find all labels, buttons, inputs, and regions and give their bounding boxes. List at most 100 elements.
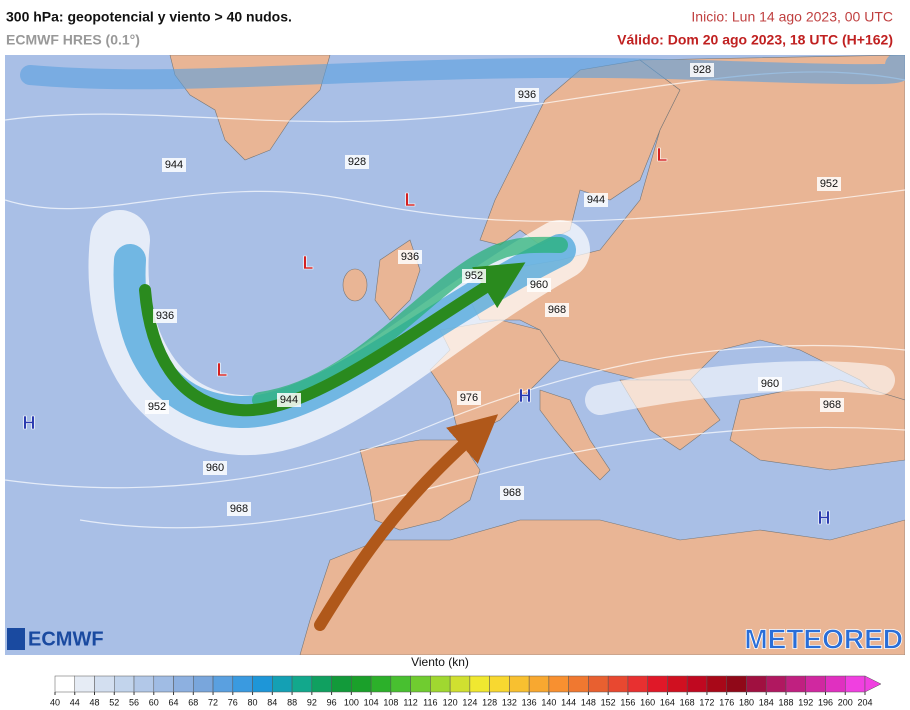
colorbar-tick-label: 152 — [601, 697, 616, 707]
contour-label: 944 — [587, 194, 605, 206]
contour-label-bg — [690, 63, 714, 77]
colorbar-swatch — [410, 675, 431, 693]
contour-label-bg — [153, 309, 177, 323]
colorbar-tick-label: 72 — [208, 697, 218, 707]
contour-label-bg — [527, 278, 551, 292]
colorbar-tick-label: 160 — [640, 697, 655, 707]
colorbar-tick-label: 52 — [109, 697, 119, 707]
contour-label-bg — [203, 461, 227, 475]
colorbar-tick-label: 56 — [129, 697, 139, 707]
colorbar-tick-label: 192 — [798, 697, 813, 707]
colorbar-tick-label: 64 — [169, 697, 179, 707]
contour-label-bg — [345, 155, 369, 169]
contour-label-bg — [817, 177, 841, 191]
colorbar-tick-label: 172 — [699, 697, 714, 707]
contour-label: 960 — [530, 279, 548, 291]
colorbar-tick-label: 48 — [90, 697, 100, 707]
contour-label: 936 — [401, 251, 419, 263]
colorbar-tick-label: 148 — [581, 697, 596, 707]
pressure-system: L — [303, 253, 314, 273]
colorbar-swatch — [430, 675, 451, 693]
colorbar-tick-label: 164 — [660, 697, 675, 707]
colorbar-swatch — [173, 675, 194, 693]
colorbar-tick-label: 88 — [287, 697, 297, 707]
colorbar-tick-label: 108 — [383, 697, 398, 707]
colorbar-swatch — [390, 675, 411, 693]
colorbar-swatch — [252, 675, 273, 693]
contour-label-bg — [500, 486, 524, 500]
colorbar-tick-label: 44 — [70, 697, 80, 707]
logo-ecmwf: ECMWF — [28, 628, 104, 650]
colorbar-swatch — [667, 675, 688, 693]
contour-label: 944 — [165, 159, 183, 171]
contour-label: 936 — [156, 310, 174, 322]
contour-label: 976 — [460, 392, 478, 404]
contour-label-bg — [820, 398, 844, 412]
colorbar-swatch — [153, 675, 174, 693]
contour-label: 928 — [348, 156, 366, 168]
contour-label: 952 — [148, 401, 166, 413]
colorbar-tick-label: 188 — [778, 697, 793, 707]
colorbar-swatch — [74, 675, 95, 693]
colorbar-title: Viento (kn) — [411, 655, 469, 669]
colorbar-tick-label: 68 — [188, 697, 198, 707]
pressure-system: H — [519, 386, 532, 406]
colorbar-swatch — [528, 675, 550, 693]
colorbar-tick-label: 116 — [423, 697, 437, 707]
contour-label: 968 — [503, 487, 521, 499]
colorbar-tick-label: 80 — [248, 697, 258, 707]
valid-time: Válido: Dom 20 ago 2023, 18 UTC (H+162) — [617, 32, 893, 48]
contour-label: 968 — [230, 503, 248, 515]
contour-label: 952 — [465, 270, 483, 282]
colorbar-tick-label: 204 — [857, 697, 872, 707]
contour-label-bg — [515, 88, 539, 102]
colorbar-swatch — [805, 675, 826, 693]
contour-label-bg — [227, 502, 251, 516]
init-time: Inicio: Lun 14 ago 2023, 00 UTC — [691, 9, 893, 25]
colorbar-swatch — [272, 675, 293, 693]
colorbar-swatch — [627, 675, 648, 693]
model: ECMWF HRES (0.1°) — [6, 32, 140, 48]
contour-label-bg — [758, 377, 782, 391]
colorbar: 40 44 48 52 56 60 64 68 72 76 80 84 88 92 96 100 104 108 1… — [50, 675, 882, 707]
contour-label: 960 — [206, 462, 224, 474]
pressure-system: H — [23, 413, 36, 433]
colorbar-tick-label: 180 — [739, 697, 754, 707]
colorbar-tick-label: 140 — [541, 697, 556, 707]
colorbar-swatch — [114, 675, 135, 693]
colorbar-swatch — [607, 675, 629, 693]
colorbar-swatch — [706, 675, 727, 693]
contour-label-bg — [584, 193, 608, 207]
colorbar-swatch — [489, 675, 510, 693]
colorbar-swatch — [291, 675, 313, 693]
colorbar-swatch — [686, 675, 708, 693]
colorbar-swatch — [54, 675, 76, 693]
colorbar-tick-label: 92 — [307, 697, 317, 707]
pressure-system: L — [405, 190, 416, 210]
colorbar-swatch — [825, 675, 846, 693]
colorbar-tick-label: 60 — [149, 697, 159, 707]
contour-label: 952 — [820, 178, 838, 190]
colorbar-tick-label: 76 — [228, 697, 238, 707]
colorbar-tick-label: 144 — [561, 697, 576, 707]
colorbar-swatch — [212, 675, 234, 693]
colorbar-arrow — [864, 675, 882, 693]
colorbar-swatch — [746, 675, 767, 693]
colorbar-swatch — [765, 675, 787, 693]
colorbar-swatch — [568, 675, 589, 693]
contour-label: 968 — [548, 304, 566, 316]
colorbar-tick-label: 156 — [620, 697, 635, 707]
contour-label: 936 — [518, 89, 536, 101]
contour-label-bg — [277, 393, 301, 407]
contour-label: 960 — [761, 378, 779, 390]
colorbar-tick-label: 128 — [482, 697, 497, 707]
colorbar-swatch — [588, 675, 609, 693]
colorbar-tick-label: 120 — [443, 697, 458, 707]
contour-label-bg — [145, 400, 169, 414]
colorbar-tick-label: 104 — [364, 697, 379, 707]
logo-meteored: METEORED — [744, 623, 903, 654]
colorbar-swatch — [647, 675, 668, 693]
colorbar-swatch — [351, 675, 372, 693]
map: 928 936 944 928 952 944 936 952 960 968 936 944 952 9… — [5, 55, 905, 655]
